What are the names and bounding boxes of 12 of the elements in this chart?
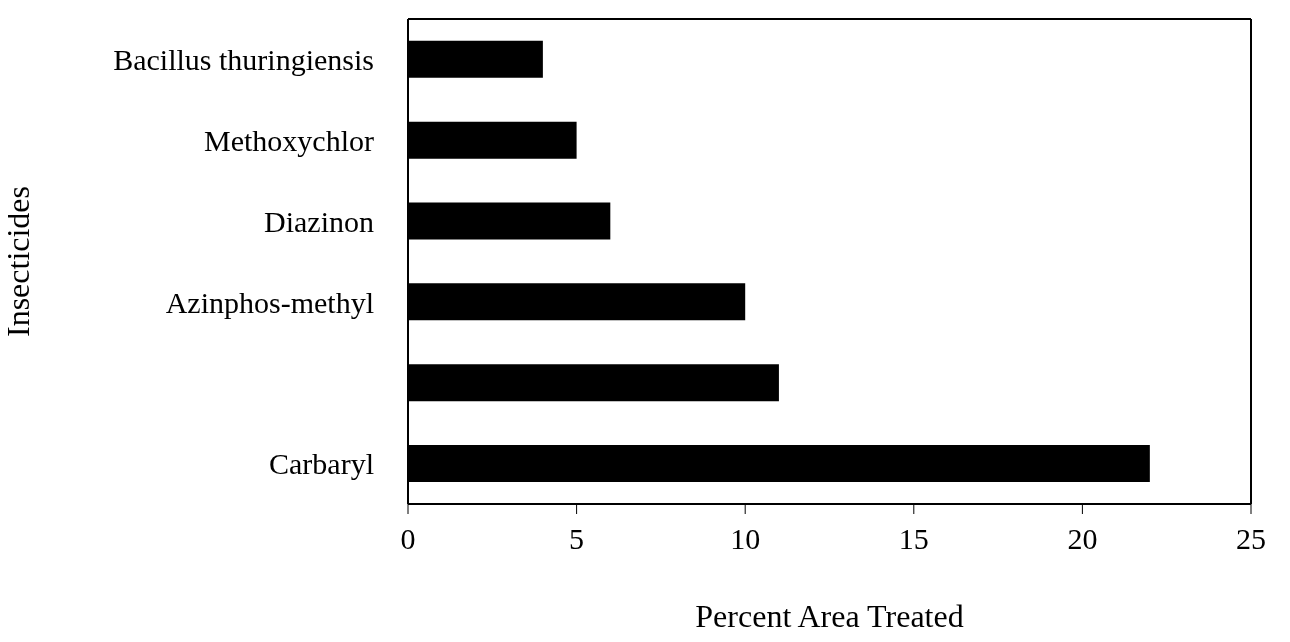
y-tick-label: Diazinon <box>264 204 374 238</box>
x-tick-label: 5 <box>569 522 585 556</box>
x-tick-label: 25 <box>1236 522 1266 556</box>
y-tick-label: Methoxychlor <box>204 123 375 157</box>
y-tick-label: Azinphos-methyl <box>165 285 374 319</box>
y-tick-label: Bacillus thuringiensis <box>113 43 374 77</box>
y-tick-label: Carbaryl <box>269 447 374 481</box>
x-tick-label: 15 <box>898 522 929 556</box>
x-tick-label: 20 <box>1067 522 1098 556</box>
x-axis-title: Percent Area Treated <box>695 597 964 634</box>
x-tick-label: 0 <box>400 522 416 556</box>
x-tick-label: 10 <box>730 522 761 556</box>
